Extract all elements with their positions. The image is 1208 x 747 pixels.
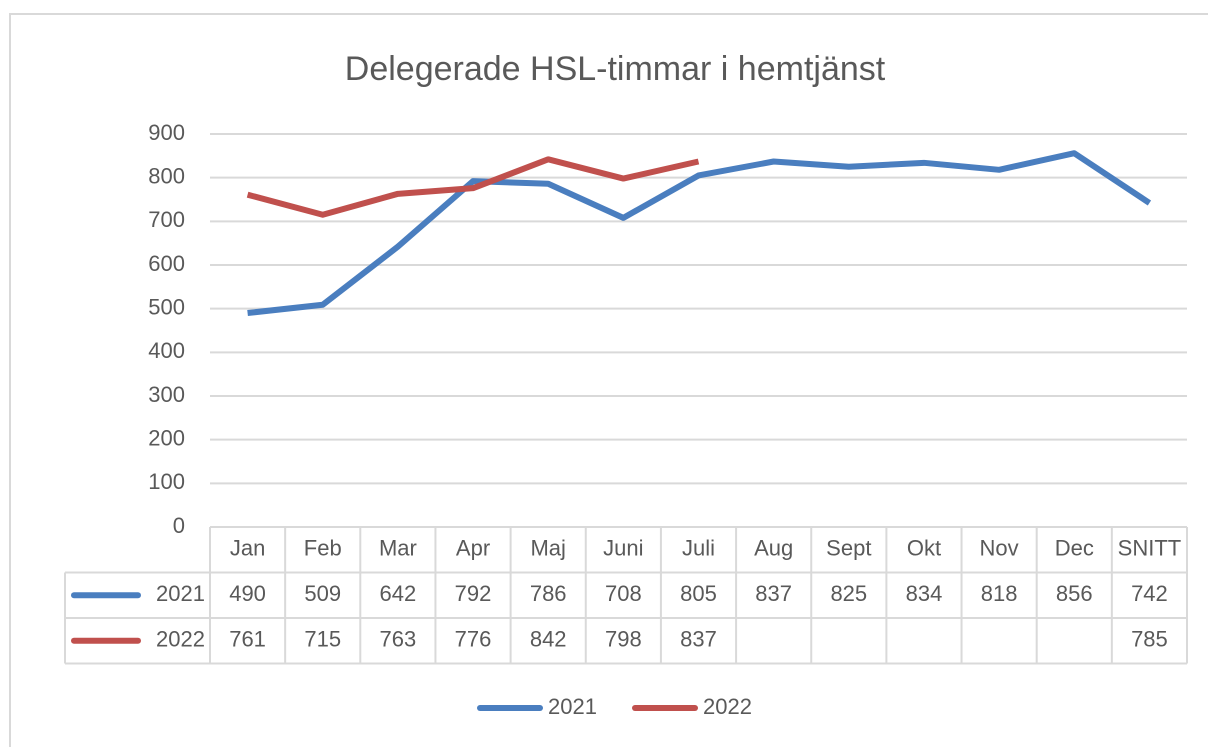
x-tick-label: Juli	[682, 536, 715, 561]
x-tick-label: Sept	[826, 536, 871, 561]
x-tick-label: SNITT	[1118, 536, 1182, 561]
table-value: 742	[1131, 581, 1168, 606]
table-value: 837	[755, 581, 792, 606]
x-tick-label: Maj	[530, 536, 565, 561]
y-tick-label: 0	[173, 513, 185, 538]
table-value: 715	[304, 627, 341, 652]
table-value: 805	[680, 581, 717, 606]
legend-label: 2021	[548, 694, 597, 719]
table-row-label: 2021	[156, 581, 205, 606]
y-tick-label: 800	[148, 163, 185, 188]
table-value: 786	[530, 581, 567, 606]
series-line	[247, 150, 1152, 317]
table-value: 509	[304, 581, 341, 606]
x-tick-label: Okt	[907, 536, 941, 561]
table-value: 642	[380, 581, 417, 606]
table-value: 763	[380, 627, 417, 652]
table-value: 825	[830, 581, 867, 606]
y-tick-label: 900	[148, 120, 185, 145]
x-tick-label: Dec	[1055, 536, 1094, 561]
table-value: 761	[229, 627, 266, 652]
table-value: 837	[680, 627, 717, 652]
y-tick-label: 400	[148, 338, 185, 363]
chart-title: Delegerade HSL-timmar i hemtjänst	[345, 50, 886, 88]
x-tick-label: Jan	[230, 536, 265, 561]
y-tick-label: 100	[148, 469, 185, 494]
table-value: 490	[229, 581, 266, 606]
table-value: 708	[605, 581, 642, 606]
legend-label: 2022	[703, 694, 752, 719]
x-tick-label: Juni	[603, 536, 643, 561]
table-row-label: 2022	[156, 627, 205, 652]
y-tick-label: 300	[148, 382, 185, 407]
y-tick-label: 500	[148, 294, 185, 319]
table-value: 785	[1131, 627, 1168, 652]
table-value: 842	[530, 627, 567, 652]
y-tick-label: 700	[148, 207, 185, 232]
y-tick-label: 200	[148, 425, 185, 450]
x-tick-label: Mar	[379, 536, 417, 561]
y-tick-label: 600	[148, 251, 185, 276]
table-value: 792	[455, 581, 492, 606]
table-value: 856	[1056, 581, 1093, 606]
x-tick-label: Nov	[980, 536, 1019, 561]
x-tick-label: Aug	[754, 536, 793, 561]
table-value: 798	[605, 627, 642, 652]
x-tick-label: Feb	[304, 536, 342, 561]
table-value: 776	[455, 627, 492, 652]
table-value: 818	[981, 581, 1018, 606]
x-tick-label: Apr	[456, 536, 490, 561]
table-value: 834	[906, 581, 943, 606]
